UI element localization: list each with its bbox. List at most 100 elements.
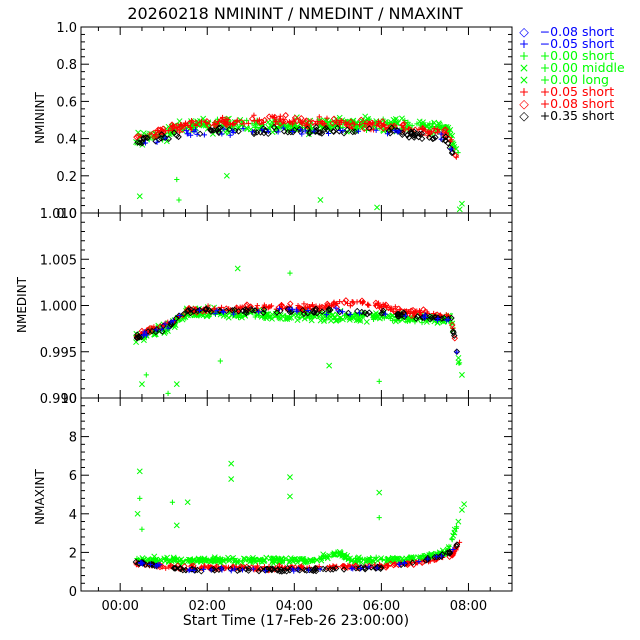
- data-point: [227, 132, 233, 138]
- outlier-point: [376, 489, 383, 496]
- data-point: [306, 130, 313, 137]
- data-point: [271, 113, 279, 121]
- data-point: [308, 304, 316, 311]
- data-point: [265, 130, 272, 138]
- data-point: [232, 566, 238, 572]
- data-point: [340, 128, 346, 134]
- data-point: [290, 557, 297, 563]
- data-point: [162, 135, 168, 141]
- data-point: [395, 129, 401, 135]
- data-point: [365, 309, 373, 316]
- data-point: [387, 305, 393, 311]
- data-point: [420, 129, 428, 137]
- data-point: [430, 135, 437, 142]
- data-point: [368, 555, 374, 561]
- data-point: [162, 321, 168, 327]
- data-point: [200, 556, 206, 562]
- data-point: [220, 308, 226, 315]
- data-point: [267, 565, 274, 573]
- data-point: [203, 557, 209, 563]
- data-point: [277, 113, 283, 119]
- data-point: [324, 300, 331, 308]
- data-point: [177, 312, 183, 319]
- data-point: [370, 316, 377, 322]
- data-point: [438, 315, 446, 322]
- data-point: [287, 300, 294, 307]
- data-point: [311, 556, 317, 563]
- data-point: [349, 128, 357, 136]
- x-tick-label: 08:00: [450, 599, 487, 614]
- data-point: [293, 117, 301, 125]
- data-point: [376, 120, 383, 128]
- data-point: [167, 563, 175, 570]
- x-tick-label: 02:00: [189, 599, 226, 614]
- outlier-point: [458, 506, 465, 513]
- y-tick-label: 8: [69, 431, 77, 446]
- data-point: [239, 558, 246, 564]
- data-point: [245, 120, 251, 126]
- data-point: [250, 566, 256, 572]
- data-point: [334, 316, 341, 323]
- data-point: [262, 568, 269, 574]
- data-point: [275, 129, 281, 135]
- data-point: [194, 131, 200, 137]
- outlier-point: [173, 381, 180, 388]
- data-point: [373, 554, 379, 560]
- data-point: [184, 131, 190, 137]
- data-point: [290, 128, 296, 135]
- data-point: [456, 360, 462, 366]
- data-point: [357, 116, 365, 124]
- data-point: [379, 307, 387, 314]
- data-point: [170, 129, 178, 136]
- data-point: [399, 316, 406, 323]
- data-point: [418, 130, 426, 137]
- legend-length: short: [582, 108, 615, 123]
- plus-icon: +: [518, 48, 530, 63]
- x-tick-label: 06:00: [363, 599, 400, 614]
- data-point: [419, 124, 426, 132]
- data-point: [340, 130, 348, 137]
- legend-value: −0.05: [539, 36, 578, 51]
- data-point: [446, 549, 454, 557]
- data-point: [360, 125, 368, 132]
- data-point: [208, 567, 214, 573]
- data-point: [373, 313, 379, 319]
- data-point: [390, 127, 398, 134]
- data-point: [196, 307, 203, 313]
- data-point: [203, 118, 211, 125]
- data-point: [327, 566, 334, 573]
- data-point: [212, 119, 219, 127]
- data-point: [200, 311, 206, 317]
- data-point: [142, 134, 150, 141]
- ylabel-nmaxint: NMAXINT: [33, 469, 47, 525]
- data-point: [175, 133, 182, 141]
- data-point: [235, 314, 242, 321]
- data-point: [212, 310, 218, 317]
- data-point: [441, 126, 448, 134]
- data-point: [153, 326, 161, 333]
- plot-frame: [80, 397, 513, 592]
- data-point: [412, 131, 419, 139]
- data-point: [373, 302, 380, 310]
- data-point: [416, 118, 423, 125]
- data-point: [373, 127, 379, 133]
- plus-icon: +: [518, 84, 530, 99]
- data-point: [358, 566, 364, 572]
- data-point: [337, 298, 343, 305]
- data-point: [414, 313, 421, 320]
- legend-value: +0.00: [539, 72, 578, 87]
- data-point: [273, 126, 280, 134]
- y-tick-label: 1.010: [40, 207, 77, 222]
- data-point: [214, 307, 220, 313]
- data-point: [196, 313, 202, 319]
- data-point: [144, 328, 152, 335]
- data-point: [282, 111, 289, 119]
- data-point: [188, 132, 194, 138]
- data-point: [405, 119, 411, 125]
- outlier-point: [287, 270, 293, 276]
- data-point: [290, 556, 296, 563]
- outlier-point: [223, 172, 230, 179]
- data-point: [165, 325, 171, 331]
- data-point: [408, 129, 415, 137]
- data-point: [318, 308, 326, 315]
